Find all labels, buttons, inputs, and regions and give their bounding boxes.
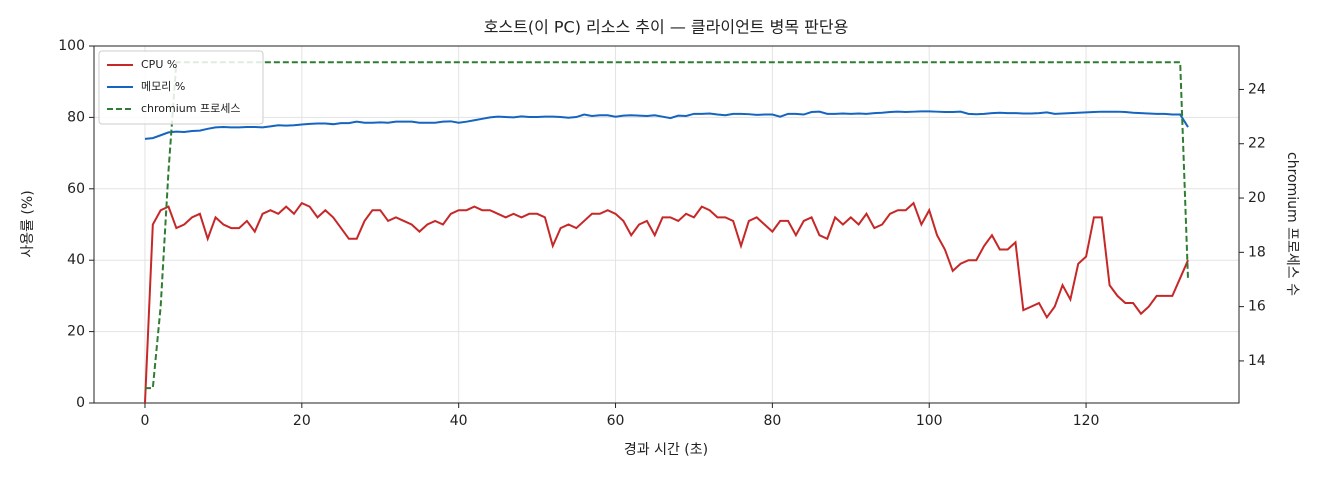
x-tick-label: 100 <box>916 413 943 429</box>
x-axis-label: 경과 시간 (초) <box>624 442 708 458</box>
series-line <box>144 110 1189 140</box>
y-tick-label: 0 <box>76 395 85 411</box>
plot-frame <box>93 45 1240 404</box>
legend: CPU % 메모리 % chromium 프로세스 <box>98 50 264 125</box>
x-tick-label: 80 <box>763 413 781 429</box>
x-tick-label: 120 <box>1073 413 1100 429</box>
x-tick-label: 20 <box>293 413 311 429</box>
y-tick-label: 40 <box>67 252 85 268</box>
legend-label: chromium 프로세스 <box>141 102 240 115</box>
y2-tick-label: 14 <box>1248 353 1266 369</box>
series-line <box>144 61 1190 390</box>
legend-label: 메모리 % <box>141 80 185 93</box>
y2-tick-label: 18 <box>1248 244 1266 260</box>
y2-tick-label: 20 <box>1248 190 1266 206</box>
y-tick-label: 80 <box>67 109 85 125</box>
x-tick-label: 60 <box>607 413 625 429</box>
y2-tick-label: 16 <box>1248 299 1266 315</box>
x-tick-label: 40 <box>450 413 468 429</box>
legend-box <box>98 50 264 125</box>
y2-tick-label: 22 <box>1248 136 1266 152</box>
y2-tick-label: 24 <box>1248 81 1266 97</box>
legend-label: CPU % <box>141 58 177 71</box>
y-tick-label: 60 <box>67 181 85 197</box>
y-tick-label: 100 <box>58 38 85 54</box>
y-axis-label: 사용률 (%) <box>20 190 36 257</box>
chart-title: 호스트(이 PC) 리소스 추이 — 클라이언트 병목 판단용 <box>484 18 849 37</box>
y-tick-label: 20 <box>67 324 85 340</box>
x-tick-label: 0 <box>141 413 150 429</box>
y2-axis-label: chromium 프로세스 수 <box>1284 152 1300 296</box>
series-line <box>143 201 1189 404</box>
